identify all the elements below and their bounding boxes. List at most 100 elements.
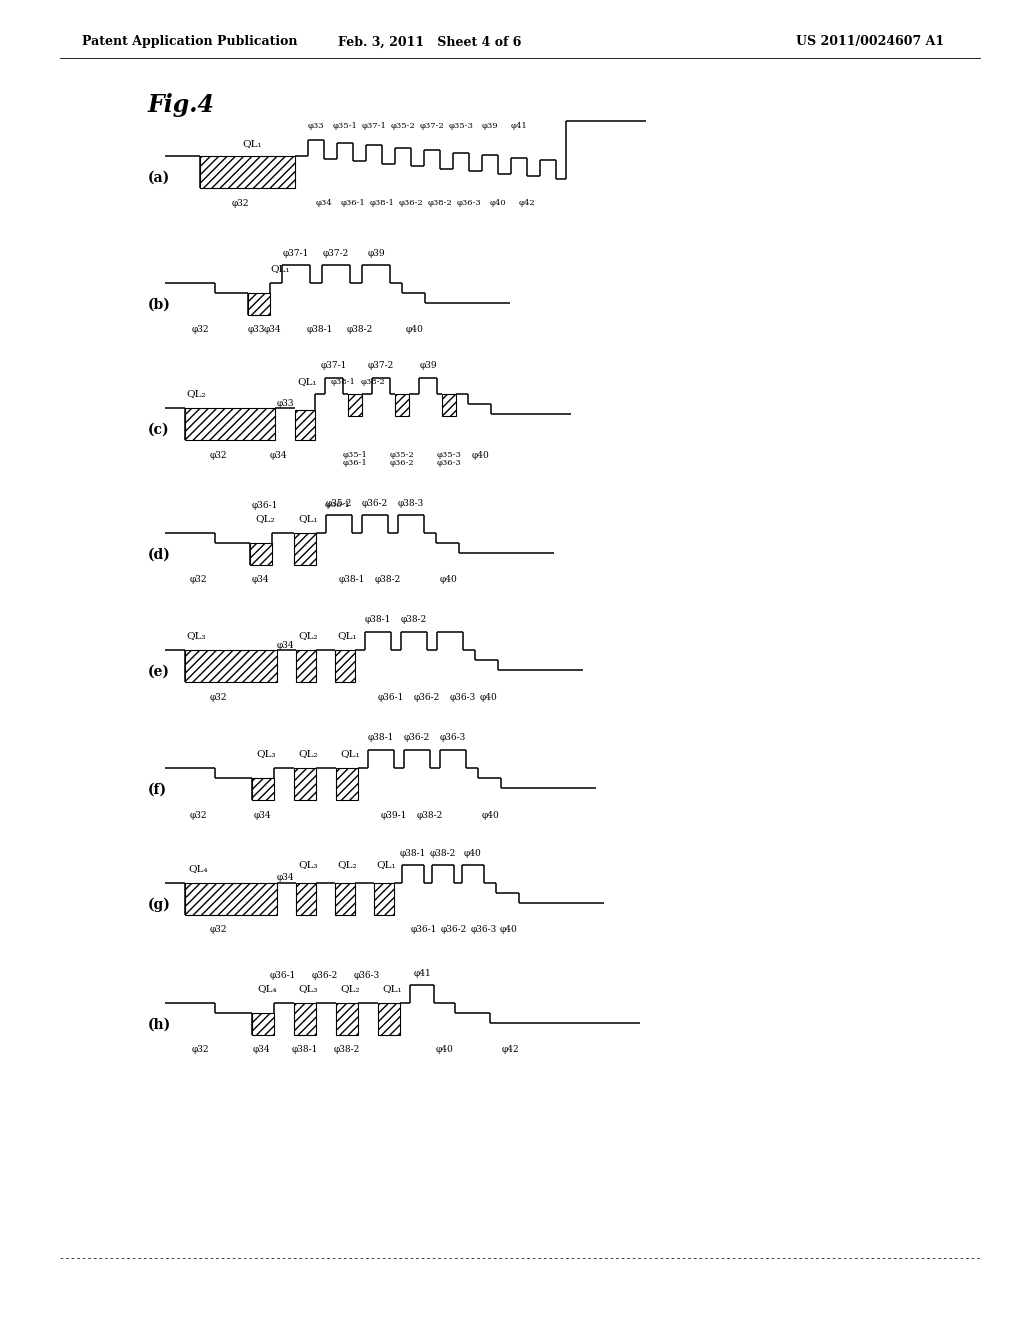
Bar	[296, 883, 316, 915]
Text: QL₃: QL₃	[256, 750, 275, 759]
Text: (g): (g)	[148, 898, 171, 912]
Text: QL₂: QL₂	[186, 389, 206, 399]
Text: φ34: φ34	[251, 576, 269, 585]
Text: QL₁: QL₁	[337, 631, 356, 640]
Text: QL₄: QL₄	[257, 985, 276, 994]
Text: φ40: φ40	[472, 450, 489, 459]
Text: φ38-1: φ38-1	[307, 326, 333, 334]
Text: φ35-2: φ35-2	[390, 121, 416, 129]
Text: φ36-2: φ36-2	[441, 925, 467, 935]
Text: (e): (e)	[148, 665, 170, 678]
Text: φ38-1: φ38-1	[292, 1045, 318, 1055]
Text: φ38-2: φ38-2	[430, 849, 456, 858]
Text: (c): (c)	[148, 422, 170, 437]
Text: φ38-2: φ38-2	[417, 810, 443, 820]
Text: φ35-1: φ35-1	[343, 451, 368, 459]
Text: QL₂: QL₂	[255, 515, 274, 524]
Text: φ36-3: φ36-3	[354, 970, 380, 979]
Text: φ36-2: φ36-2	[403, 734, 430, 742]
Text: φ32: φ32	[209, 925, 226, 935]
Text: φ40: φ40	[500, 925, 518, 935]
Text: φ36-3: φ36-3	[436, 459, 462, 467]
Text: Patent Application Publication: Patent Application Publication	[82, 36, 298, 49]
Text: QL₁: QL₁	[270, 264, 290, 273]
Text: φ35-3: φ35-3	[449, 121, 473, 129]
Text: QL₁: QL₁	[243, 140, 262, 149]
Bar	[442, 393, 456, 416]
Text: φ33: φ33	[307, 121, 325, 129]
Text: QL₁: QL₁	[298, 515, 317, 524]
Bar	[294, 1003, 316, 1035]
Bar	[296, 649, 316, 682]
Bar	[378, 1003, 400, 1035]
Text: QL₂: QL₂	[340, 985, 359, 994]
Bar	[336, 1003, 358, 1035]
Text: φ36-1: φ36-1	[411, 925, 437, 935]
Text: φ32: φ32	[231, 198, 249, 207]
Text: φ35-1: φ35-1	[333, 121, 357, 129]
Text: φ38-1: φ38-1	[399, 849, 426, 858]
Bar	[185, 649, 278, 682]
Text: φ38-1: φ38-1	[339, 576, 366, 585]
Bar	[295, 411, 315, 440]
Text: φ38-2: φ38-2	[347, 326, 373, 334]
Text: φ36-1: φ36-1	[252, 500, 279, 510]
Text: QL₁: QL₁	[376, 861, 396, 870]
Text: φ34: φ34	[253, 810, 270, 820]
Text: φ36-3: φ36-3	[450, 693, 476, 701]
Text: QL₁: QL₁	[340, 750, 359, 759]
Text: φ38-2: φ38-2	[334, 1045, 360, 1055]
Text: φ38-1: φ38-1	[331, 378, 355, 385]
Text: φ34: φ34	[276, 874, 294, 883]
Text: φ34: φ34	[252, 1045, 269, 1055]
Text: φ34: φ34	[263, 326, 281, 334]
Bar	[294, 533, 316, 565]
Text: QL₂: QL₂	[337, 861, 356, 870]
Text: φ36-1: φ36-1	[378, 693, 404, 701]
Bar	[395, 393, 409, 416]
Text: QL₃: QL₃	[186, 631, 206, 640]
Text: QL₂: QL₂	[298, 631, 317, 640]
Text: φ33: φ33	[276, 399, 294, 408]
Text: φ36-2: φ36-2	[398, 199, 423, 207]
Bar	[252, 1012, 274, 1035]
Text: φ37-2: φ37-2	[323, 248, 349, 257]
Text: φ38-1: φ38-1	[368, 734, 394, 742]
Text: φ38-2: φ38-2	[428, 199, 453, 207]
Text: φ32: φ32	[209, 450, 226, 459]
Text: US 2011/0024607 A1: US 2011/0024607 A1	[796, 36, 944, 49]
Text: φ35-2: φ35-2	[326, 499, 352, 507]
Text: φ38-1: φ38-1	[365, 615, 391, 624]
Text: φ37-2: φ37-2	[420, 121, 444, 129]
Text: φ40: φ40	[440, 576, 458, 585]
Text: φ36-1: φ36-1	[343, 459, 368, 467]
Text: QL₁: QL₁	[382, 985, 401, 994]
Text: φ37-1: φ37-1	[361, 121, 386, 129]
Text: φ36-1: φ36-1	[326, 502, 352, 510]
Text: φ32: φ32	[209, 693, 226, 701]
Text: φ42: φ42	[501, 1045, 519, 1055]
Text: φ33: φ33	[247, 326, 265, 334]
Bar	[250, 543, 272, 565]
Text: φ38-2: φ38-2	[375, 576, 401, 585]
Text: φ39: φ39	[419, 362, 437, 371]
Text: φ32: φ32	[191, 1045, 209, 1055]
Text: φ42: φ42	[519, 199, 536, 207]
Text: QL₃: QL₃	[298, 861, 317, 870]
Text: φ40: φ40	[479, 693, 497, 701]
Text: φ39-1: φ39-1	[381, 810, 408, 820]
Text: φ36-3: φ36-3	[457, 199, 481, 207]
Text: φ32: φ32	[191, 326, 209, 334]
Text: φ38-3: φ38-3	[398, 499, 424, 507]
Text: φ40: φ40	[407, 326, 424, 334]
Text: φ36-2: φ36-2	[361, 499, 388, 507]
Bar	[348, 393, 362, 416]
Text: (f): (f)	[148, 783, 167, 797]
Text: Feb. 3, 2011   Sheet 4 of 6: Feb. 3, 2011 Sheet 4 of 6	[338, 36, 521, 49]
Text: φ36-2: φ36-2	[390, 459, 415, 467]
Bar	[185, 408, 275, 440]
Bar	[374, 883, 394, 915]
Text: QL₃: QL₃	[298, 985, 317, 994]
Text: (d): (d)	[148, 548, 171, 562]
Text: φ36-1: φ36-1	[269, 970, 296, 979]
